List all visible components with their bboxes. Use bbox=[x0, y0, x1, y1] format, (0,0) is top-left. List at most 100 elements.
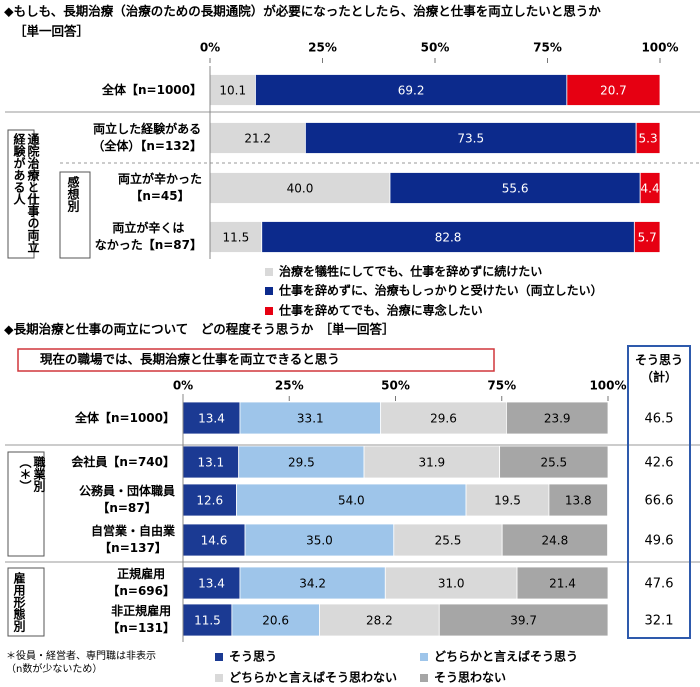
bar-segment bbox=[182, 445, 240, 479]
bar-segment bbox=[633, 221, 661, 253]
legend-swatch bbox=[265, 307, 273, 315]
bar-segment bbox=[304, 122, 637, 154]
category-label: 両立が辛かった 【n=45】 bbox=[117, 172, 202, 203]
legend-swatch bbox=[420, 653, 428, 661]
bar-segment bbox=[438, 603, 609, 637]
category-label: 正規雇用 【n=696】 bbox=[107, 567, 175, 598]
bar-segment bbox=[635, 122, 661, 154]
category-label: 全体【n=1000】 bbox=[75, 410, 175, 425]
value-label: 29.5 bbox=[288, 456, 315, 470]
legend-swatch bbox=[265, 287, 273, 295]
value-label: 29.6 bbox=[430, 412, 457, 426]
value-label: 73.5 bbox=[457, 132, 484, 146]
bar-segment bbox=[393, 523, 503, 557]
bar-segment bbox=[261, 221, 635, 253]
value-label: 25.5 bbox=[435, 534, 462, 548]
group-frame bbox=[7, 129, 35, 259]
total-value: 46.5 bbox=[645, 412, 674, 427]
value-label: 13.4 bbox=[198, 577, 225, 591]
legend-swatch bbox=[265, 268, 273, 276]
value-label: 31.9 bbox=[418, 456, 445, 470]
total-value: 32.1 bbox=[645, 614, 674, 629]
legend-swatch bbox=[420, 674, 428, 682]
x-tick-label: 50% bbox=[421, 41, 450, 55]
value-label: 55.6 bbox=[502, 182, 529, 196]
x-tick-label: 100% bbox=[641, 41, 678, 55]
value-label: 33.1 bbox=[297, 412, 324, 426]
total-value: 42.6 bbox=[645, 456, 674, 471]
x-tick-label: 50% bbox=[381, 379, 410, 393]
value-label: 31.0 bbox=[438, 577, 465, 591]
value-label: 28.2 bbox=[366, 614, 393, 628]
bar-segment bbox=[516, 566, 609, 600]
bar-segment bbox=[239, 566, 386, 600]
bar-segment bbox=[501, 523, 608, 557]
totals-header: そう思う （計） bbox=[634, 353, 683, 384]
value-label: 35.0 bbox=[306, 534, 333, 548]
chart-title: ◆長期治療と仕事の両立について どの程度そう思うか ［単一回答］ bbox=[4, 322, 395, 337]
group-frame bbox=[7, 567, 45, 637]
legend-label: どちらかと言えばそう思わない bbox=[229, 670, 397, 685]
value-label: 11.5 bbox=[223, 231, 250, 245]
total-value: 66.6 bbox=[645, 494, 674, 509]
legend-swatch bbox=[215, 674, 223, 682]
chart-subtitle: ［単一回答］ bbox=[14, 24, 89, 39]
bar-segment bbox=[231, 603, 320, 637]
value-label: 20.6 bbox=[262, 614, 289, 628]
bar-segment bbox=[238, 445, 365, 479]
bar-segment bbox=[465, 483, 550, 517]
group-label: 職業別 （＊） bbox=[18, 456, 46, 492]
bar-segment bbox=[239, 401, 382, 435]
group-label: 感想別 bbox=[66, 176, 80, 212]
bar-segment bbox=[244, 523, 395, 557]
group-frame bbox=[59, 171, 91, 259]
group-label: 通院治療と仕事の両立経験がある人 bbox=[12, 133, 40, 253]
bar-segment bbox=[548, 483, 608, 517]
subtitle-box bbox=[17, 348, 495, 372]
value-label: 24.8 bbox=[542, 534, 569, 548]
value-label: 20.7 bbox=[600, 84, 627, 98]
legend-label: 仕事を辞めずに、治療もしっかりと受けたい（両立したい） bbox=[278, 283, 603, 298]
value-label: 39.7 bbox=[510, 614, 537, 628]
value-label: 4.4 bbox=[641, 182, 660, 196]
value-label: 10.1 bbox=[219, 84, 246, 98]
legend-label: どちらかと言えばそう思う bbox=[434, 649, 578, 664]
value-label: 25.5 bbox=[540, 456, 567, 470]
category-label: 自営業・自由業 【n=137】 bbox=[90, 524, 175, 555]
bar-segment bbox=[182, 401, 241, 435]
legend-swatch bbox=[215, 653, 223, 661]
value-label: 12.6 bbox=[196, 494, 223, 508]
value-label: 11.5 bbox=[194, 614, 221, 628]
value-label: 14.6 bbox=[201, 534, 228, 548]
x-tick-label: 75% bbox=[487, 379, 516, 393]
bar-segment bbox=[182, 483, 237, 517]
bar-segment bbox=[182, 523, 246, 557]
group-label: 雇用形態別 bbox=[12, 572, 26, 632]
value-label: 13.1 bbox=[197, 456, 224, 470]
value-label: 69.2 bbox=[398, 84, 425, 98]
value-label: 5.3 bbox=[639, 132, 658, 146]
totals-box bbox=[627, 345, 691, 639]
bar-segment bbox=[384, 566, 518, 600]
total-value: 47.6 bbox=[645, 577, 674, 592]
category-label: 非正規雇用 【n=131】 bbox=[107, 604, 175, 635]
value-label: 19.5 bbox=[494, 494, 521, 508]
category-label: 両立が辛くは なかった【n=87】 bbox=[94, 221, 202, 252]
category-label: 会社員【n=740】 bbox=[71, 454, 175, 469]
legend-label: 治療を犠牲にしてでも、仕事を辞めずに続けたい bbox=[279, 264, 542, 279]
x-tick-label: 25% bbox=[275, 379, 304, 393]
value-label: 5.7 bbox=[638, 231, 657, 245]
bar-segment bbox=[363, 445, 501, 479]
category-label: 全体【n=1000】 bbox=[102, 82, 202, 97]
bar-segment bbox=[506, 401, 609, 435]
bar-segment bbox=[182, 566, 241, 600]
total-value: 49.6 bbox=[645, 534, 674, 549]
group-frame bbox=[7, 451, 45, 557]
legend-label: そう思う bbox=[229, 650, 277, 664]
value-label: 54.0 bbox=[338, 494, 365, 508]
bar-segment bbox=[236, 483, 467, 517]
bar-segment bbox=[499, 445, 609, 479]
bar-segment bbox=[182, 603, 233, 637]
